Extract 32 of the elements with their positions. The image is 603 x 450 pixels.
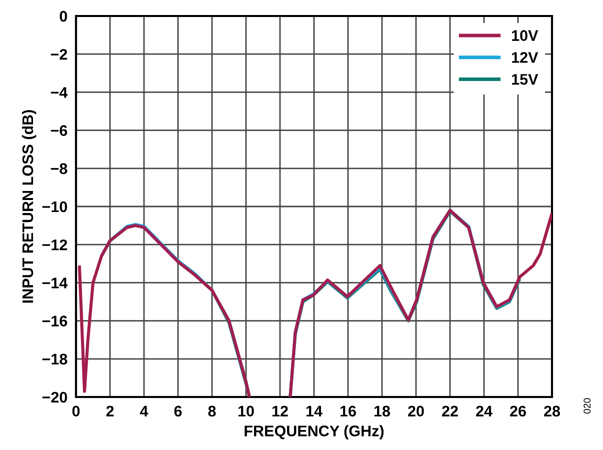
legend-label: 10V [512, 30, 538, 41]
x-axis-title: FREQUENCY (GHz) [244, 425, 384, 440]
legend-label: 15V [512, 74, 538, 85]
y-axis-title: INPUT RETURN LOSS (dB) [22, 110, 36, 303]
y-tick-label: −18 [42, 354, 68, 365]
x-tick-label: 22 [442, 406, 458, 416]
x-tick-label: 14 [306, 406, 322, 416]
y-tick-label: −20 [42, 392, 68, 403]
y-tick-label: −2 [50, 48, 68, 60]
x-tick-label: 20 [408, 406, 424, 417]
y-tick-label: −14 [42, 278, 68, 288]
y-tick-label: −10 [42, 201, 68, 212]
y-tick-label: −8 [50, 163, 68, 174]
x-tick-label: 6 [174, 406, 182, 417]
x-tick-label: 16 [340, 406, 356, 417]
x-tick-label: 8 [208, 406, 216, 417]
text: 020 [584, 398, 591, 414]
x-tick-label: 26 [510, 406, 526, 417]
x-tick-label: 12 [272, 406, 288, 416]
y-tick-label: −4 [50, 87, 68, 98]
y-tick-label: −12 [42, 239, 68, 250]
x-tick-label: 18 [374, 406, 390, 417]
legend-label: 12V [512, 52, 538, 63]
x-tick-label: 10 [238, 406, 254, 417]
y-tick-label: 0 [60, 10, 68, 22]
y-tick-label: −6 [50, 125, 68, 136]
x-tick-label: 28 [544, 406, 560, 417]
x-tick-label: 24 [476, 406, 492, 416]
x-tick-label: 4 [140, 406, 148, 416]
x-tick-label: 2 [106, 406, 114, 416]
y-tick-label: −16 [42, 316, 68, 326]
x-tick-label: 0 [72, 406, 80, 417]
